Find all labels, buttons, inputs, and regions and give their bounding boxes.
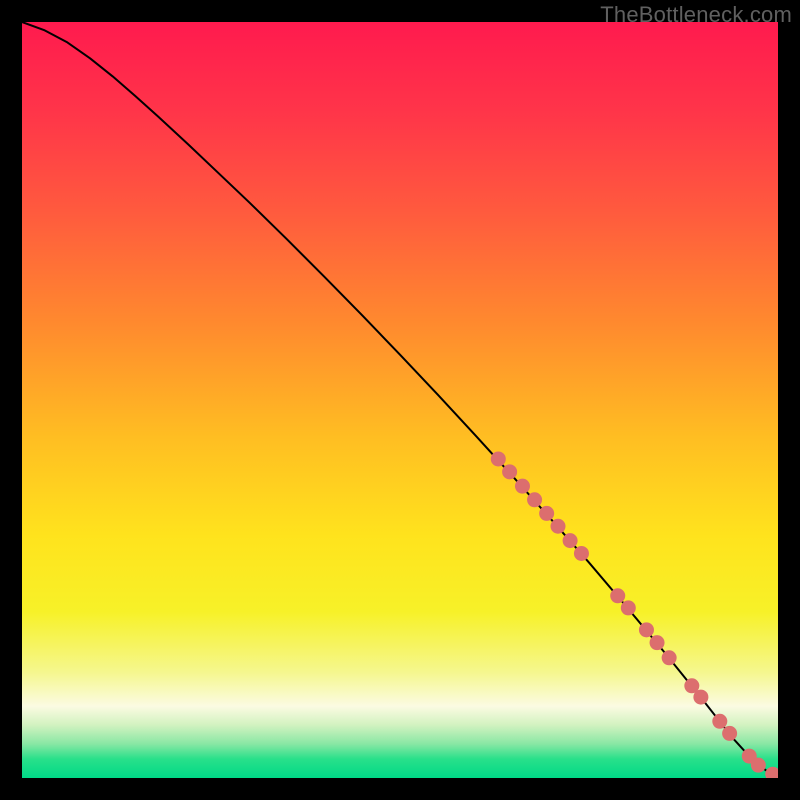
data-marker xyxy=(751,758,766,773)
data-marker xyxy=(527,492,542,507)
data-marker xyxy=(491,451,506,466)
data-marker xyxy=(621,600,636,615)
chart-root: TheBottleneck.com xyxy=(0,0,800,800)
data-marker xyxy=(722,726,737,741)
gradient-background xyxy=(22,22,778,778)
data-marker xyxy=(551,519,566,534)
data-marker xyxy=(639,622,654,637)
plot-area xyxy=(22,22,778,778)
data-marker xyxy=(539,506,554,521)
plot-svg xyxy=(22,22,778,778)
data-marker xyxy=(502,464,517,479)
data-marker xyxy=(693,690,708,705)
data-marker xyxy=(650,635,665,650)
data-marker xyxy=(563,533,578,548)
data-marker xyxy=(712,714,727,729)
data-marker xyxy=(574,546,589,561)
data-marker xyxy=(515,479,530,494)
data-marker xyxy=(662,650,677,665)
data-marker xyxy=(610,588,625,603)
